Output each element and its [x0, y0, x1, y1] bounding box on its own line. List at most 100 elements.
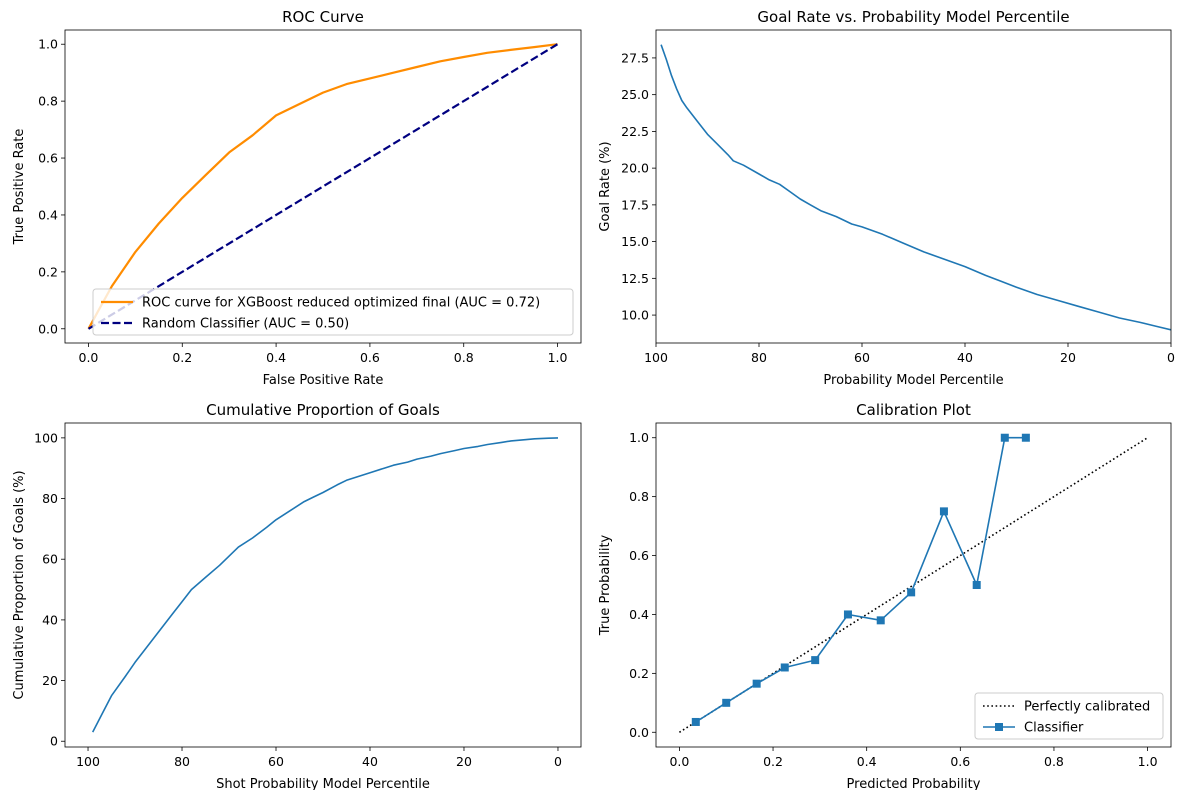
- y-tick-label: 0.2: [38, 264, 58, 279]
- series-line-2: [87, 43, 559, 330]
- y-tick-label: 0.6: [629, 548, 649, 563]
- axes-frame: [655, 422, 1172, 748]
- data-point: [780, 663, 789, 672]
- x-tick-label: 0: [554, 754, 562, 769]
- chart-4: Calibration Plot Predicted Probability Tru…: [598, 401, 1172, 790]
- x-tick-label: 60: [268, 754, 284, 769]
- y-tick-label: 100: [34, 430, 58, 445]
- chart-title: Cumulative Proportion of Goals: [206, 401, 440, 419]
- y-axis-label: True Positive Rate: [12, 129, 27, 246]
- axes-frame: [64, 29, 582, 344]
- plot-area: [91, 437, 559, 733]
- y-axis-label: Goal Rate (%): [598, 141, 613, 231]
- chart-title: ROC Curve: [282, 8, 364, 26]
- y-tick-label: 0.8: [38, 94, 58, 109]
- y-tick-label: 0.0: [38, 321, 58, 336]
- y-tick-label: 0.8: [629, 489, 649, 504]
- x-axis-label: Shot Probability Model Percentile: [216, 777, 430, 790]
- x-tick-label: 100: [76, 754, 100, 769]
- plot-area: [660, 44, 1171, 331]
- y-tick-label: 22.5: [621, 124, 649, 139]
- chart-2: Goal Rate vs. Probability Model Percenti…: [598, 8, 1175, 388]
- y-tick-label: 20.0: [621, 161, 649, 176]
- data-point: [876, 616, 885, 625]
- chart-title: Calibration Plot: [856, 401, 971, 419]
- legend-marker: [995, 723, 1003, 731]
- x-tick-label: 40: [362, 754, 378, 769]
- y-axis-label: Cumulative Proportion of Goals (%): [12, 470, 27, 699]
- x-tick-label: 60: [854, 350, 870, 365]
- data-point: [907, 588, 916, 597]
- y-tick-label: 80: [42, 491, 58, 506]
- data-point: [1000, 433, 1009, 442]
- x-axis-label: False Positive Rate: [263, 373, 384, 388]
- series-line-1: [91, 437, 559, 733]
- legend: ROC curve for XGBoost reduced optimized …: [92, 288, 574, 336]
- y-axis-label: True Probability: [598, 534, 613, 636]
- series-line-1: [660, 44, 1171, 331]
- data-point: [1021, 433, 1030, 442]
- axes-frame: [655, 29, 1172, 344]
- legend-label: Classifier: [1024, 721, 1084, 736]
- y-tick-label: 0.6: [38, 151, 58, 166]
- x-tick-label: 80: [174, 754, 190, 769]
- y-tick-label: 12.5: [621, 271, 649, 286]
- x-tick-label: 100: [644, 350, 668, 365]
- data-point: [691, 717, 700, 726]
- y-tick-label: 10.0: [621, 308, 649, 323]
- series-line-2: [695, 436, 1026, 723]
- y-tick-label: 0.4: [629, 607, 649, 622]
- x-tick-label: 0.0: [79, 350, 99, 365]
- x-tick-label: 20: [456, 754, 472, 769]
- x-tick-label: 40: [957, 350, 973, 365]
- y-tick-label: 0.2: [629, 666, 649, 681]
- data-point: [752, 679, 761, 688]
- x-tick-label: 0.0: [669, 754, 689, 769]
- y-tick-label: 1.0: [38, 37, 58, 52]
- data-point: [939, 507, 948, 516]
- x-tick-label: 0.6: [950, 754, 970, 769]
- x-tick-label: 1.0: [1138, 754, 1158, 769]
- y-tick-label: 27.5: [621, 50, 649, 65]
- data-point: [843, 610, 852, 619]
- x-tick-label: 0.2: [172, 350, 192, 365]
- legend: Perfectly calibrated Classifier: [974, 692, 1164, 740]
- y-tick-label: 25.0: [621, 87, 649, 102]
- x-tick-label: 0.4: [266, 350, 286, 365]
- data-point: [811, 656, 820, 665]
- x-tick-label: 0.8: [1044, 754, 1064, 769]
- legend-label: Random Classifier (AUC = 0.50): [142, 317, 349, 332]
- x-tick-label: 80: [751, 350, 767, 365]
- legend-label: ROC curve for XGBoost reduced optimized …: [142, 296, 540, 311]
- plot-area: [87, 43, 559, 330]
- chart-title: Goal Rate vs. Probability Model Percenti…: [757, 8, 1069, 26]
- data-point: [972, 581, 981, 589]
- y-tick-label: 1.0: [629, 430, 649, 445]
- x-tick-label: 0.4: [857, 754, 877, 769]
- axes-frame: [64, 422, 582, 748]
- plot-area: [678, 433, 1149, 733]
- y-tick-label: 40: [42, 612, 58, 627]
- series-line-1: [87, 43, 558, 330]
- x-tick-label: 0.8: [454, 350, 474, 365]
- y-tick-label: 0.0: [629, 725, 649, 740]
- x-axis-label: Probability Model Percentile: [823, 373, 1003, 388]
- x-tick-label: 0.2: [763, 754, 783, 769]
- chart-1: ROC Curve False Positive Rate True Positiv…: [12, 8, 582, 388]
- x-tick-label: 0: [1167, 350, 1175, 365]
- y-tick-label: 17.5: [621, 197, 649, 212]
- x-axis-label: Predicted Probability: [847, 777, 981, 790]
- x-tick-label: 20: [1060, 350, 1076, 365]
- y-tick-label: 20: [42, 673, 58, 688]
- x-tick-label: 0.6: [360, 350, 380, 365]
- y-tick-label: 0.4: [38, 207, 58, 222]
- data-point: [722, 698, 731, 707]
- x-tick-label: 1.0: [548, 350, 568, 365]
- legend-box: [92, 288, 574, 336]
- y-tick-label: 15.0: [621, 234, 649, 249]
- y-tick-label: 0: [50, 734, 58, 749]
- y-tick-label: 60: [42, 552, 58, 567]
- legend-box: [974, 692, 1164, 740]
- chart-3: Cumulative Proportion of Goals Shot Proba…: [12, 401, 582, 790]
